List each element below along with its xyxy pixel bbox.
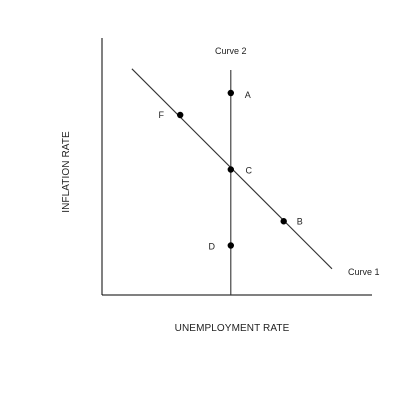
point-f-label: F	[158, 110, 164, 120]
series-layer	[131, 68, 333, 295]
point-d-label: D	[209, 242, 216, 252]
axes	[101, 38, 372, 296]
point-b	[280, 218, 287, 225]
point-a-label: A	[245, 90, 251, 100]
curve-1-label: Curve 1	[348, 267, 380, 277]
curve-2-label: Curve 2	[215, 46, 247, 56]
point-a	[227, 89, 234, 97]
point-c	[227, 166, 234, 173]
point-d	[227, 242, 234, 249]
point-b-label: B	[297, 216, 303, 226]
labels-layer: UNEMPLOYMENT RATE INFLATION RATE Curve 1 Cu…	[61, 46, 380, 334]
points-layer	[177, 89, 287, 249]
x-axis-label: UNEMPLOYMENT RATE	[175, 323, 290, 334]
point-c-label: C	[246, 166, 253, 176]
point-f	[177, 111, 184, 119]
y-axis-label: INFLATION RATE	[61, 131, 72, 213]
